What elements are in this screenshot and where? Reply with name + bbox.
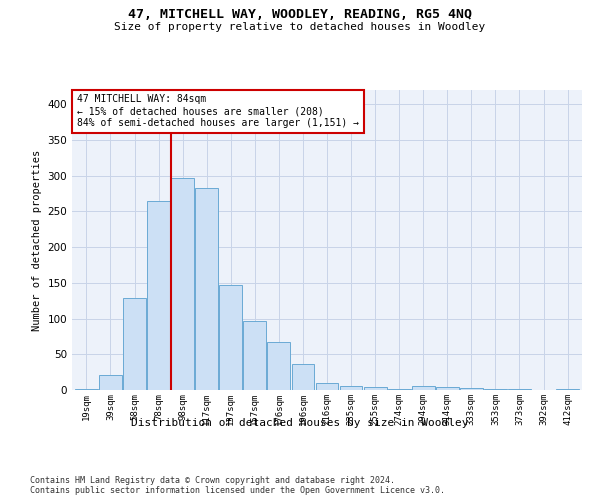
- Bar: [147, 200, 170, 390]
- Text: 47 MITCHELL WAY: 84sqm
← 15% of detached houses are smaller (208)
84% of semi-de: 47 MITCHELL WAY: 84sqm ← 15% of detached…: [77, 94, 359, 128]
- Bar: [484, 388, 507, 390]
- Bar: [268, 342, 290, 390]
- Bar: [388, 388, 410, 390]
- Bar: [364, 387, 386, 390]
- Bar: [123, 298, 146, 390]
- Text: Distribution of detached houses by size in Woodley: Distribution of detached houses by size …: [131, 418, 469, 428]
- Text: 47, MITCHELL WAY, WOODLEY, READING, RG5 4NQ: 47, MITCHELL WAY, WOODLEY, READING, RG5 …: [128, 8, 472, 20]
- Bar: [195, 188, 218, 390]
- Bar: [316, 383, 338, 390]
- Bar: [171, 178, 194, 390]
- Bar: [220, 285, 242, 390]
- Y-axis label: Number of detached properties: Number of detached properties: [32, 150, 42, 330]
- Bar: [99, 375, 122, 390]
- Bar: [244, 320, 266, 390]
- Text: Size of property relative to detached houses in Woodley: Size of property relative to detached ho…: [115, 22, 485, 32]
- Bar: [340, 386, 362, 390]
- Bar: [556, 388, 579, 390]
- Bar: [460, 388, 483, 390]
- Bar: [412, 386, 434, 390]
- Bar: [292, 364, 314, 390]
- Text: Contains HM Land Registry data © Crown copyright and database right 2024.
Contai: Contains HM Land Registry data © Crown c…: [30, 476, 445, 495]
- Bar: [436, 387, 459, 390]
